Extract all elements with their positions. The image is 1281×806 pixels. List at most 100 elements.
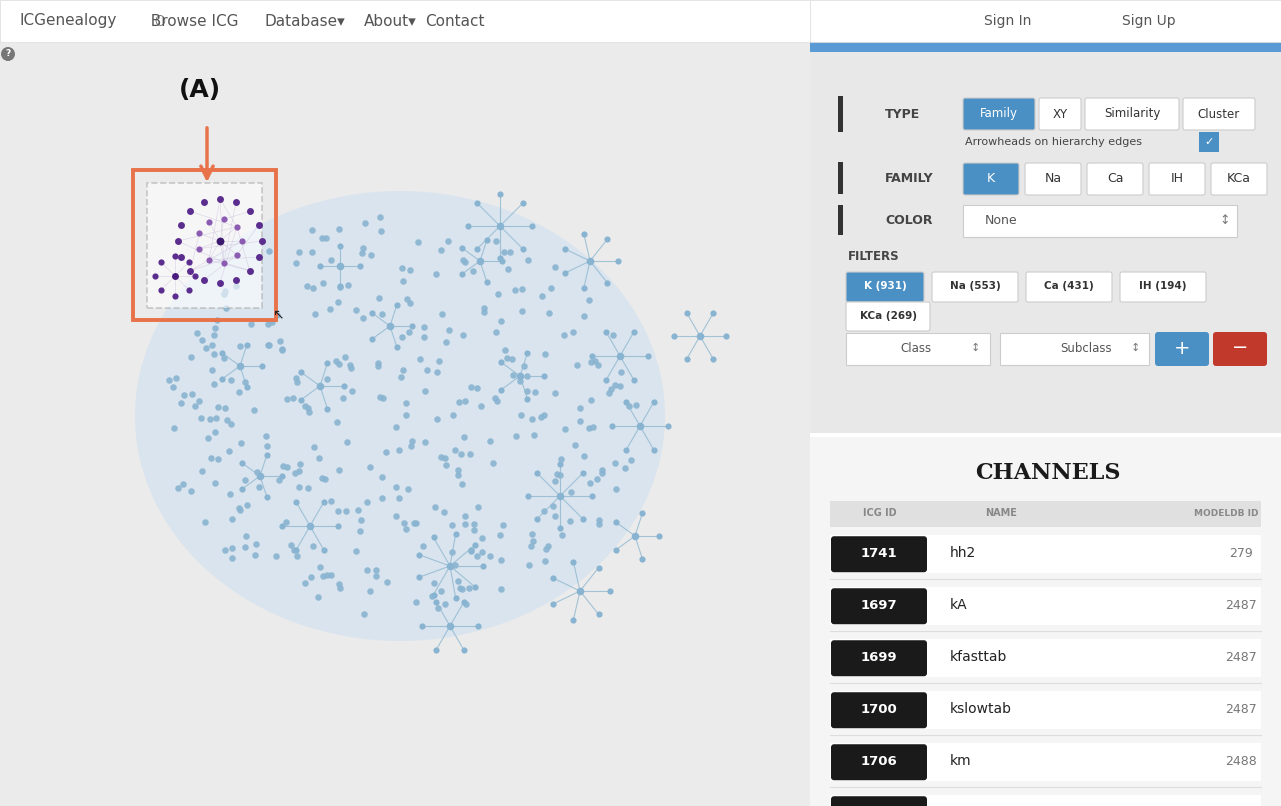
Text: kA: kA <box>951 598 967 613</box>
Point <box>272 343 292 356</box>
Point <box>351 247 371 260</box>
Point <box>602 420 623 433</box>
Point <box>215 285 236 297</box>
Point <box>630 420 651 433</box>
Point <box>393 516 414 529</box>
FancyBboxPatch shape <box>1026 272 1112 302</box>
Point <box>547 467 567 480</box>
Point <box>214 288 234 301</box>
Point <box>465 538 485 551</box>
Point <box>181 205 201 218</box>
Text: kfasttab: kfasttab <box>951 650 1007 664</box>
Text: TYPE: TYPE <box>885 107 920 121</box>
Point <box>512 283 533 296</box>
Point <box>232 457 252 470</box>
Point <box>624 326 644 339</box>
Point <box>518 347 538 359</box>
Point <box>234 375 255 388</box>
Point <box>313 276 333 289</box>
Text: FAMILY: FAMILY <box>885 172 934 185</box>
Point <box>664 330 684 343</box>
Point <box>250 470 270 483</box>
Point <box>606 516 626 529</box>
Point <box>468 549 488 562</box>
Bar <box>830 501 1261 527</box>
Point <box>220 488 241 501</box>
Point <box>588 561 608 574</box>
Point <box>483 456 503 469</box>
Point <box>211 372 232 385</box>
Point <box>286 372 306 384</box>
Bar <box>133 170 275 320</box>
Point <box>461 380 482 393</box>
Point <box>525 385 546 398</box>
Point <box>498 262 519 275</box>
Point <box>339 359 360 372</box>
Point <box>493 246 514 259</box>
Point <box>570 401 591 414</box>
Text: None: None <box>985 214 1017 226</box>
Point <box>412 540 433 553</box>
Point <box>397 292 418 305</box>
Point <box>552 529 573 542</box>
Point <box>485 235 506 247</box>
Point <box>269 473 290 486</box>
Text: ↕: ↕ <box>1220 214 1230 226</box>
Point <box>414 330 434 343</box>
Point <box>290 480 310 493</box>
Point <box>255 430 275 442</box>
Point <box>453 596 474 609</box>
Point <box>222 418 242 430</box>
Point <box>350 525 370 538</box>
FancyBboxPatch shape <box>1199 132 1220 152</box>
Point <box>360 584 380 597</box>
Point <box>443 409 464 422</box>
Text: FILTERS: FILTERS <box>848 250 899 263</box>
Point <box>291 365 311 378</box>
Text: MODELDB ID: MODELDB ID <box>1194 509 1258 517</box>
Point <box>565 439 585 452</box>
Point <box>434 451 455 464</box>
Point <box>252 359 273 372</box>
Point <box>356 496 377 509</box>
Point <box>512 304 533 317</box>
Point <box>453 431 474 444</box>
Point <box>523 534 543 547</box>
Point <box>638 350 658 363</box>
Point <box>316 372 337 385</box>
Point <box>334 380 355 393</box>
Point <box>199 431 219 444</box>
Point <box>222 542 242 555</box>
Point <box>336 351 356 364</box>
Point <box>432 308 452 321</box>
Point <box>544 387 565 400</box>
Point <box>193 196 214 209</box>
Point <box>145 269 165 282</box>
Point <box>196 342 216 355</box>
Point <box>550 469 570 482</box>
Point <box>457 219 478 232</box>
Point <box>574 227 594 240</box>
Point <box>328 295 348 308</box>
Point <box>165 289 186 302</box>
FancyBboxPatch shape <box>1155 332 1209 366</box>
Text: 1699: 1699 <box>861 650 897 663</box>
Point <box>290 246 310 259</box>
Point <box>164 421 184 434</box>
Point <box>305 308 325 321</box>
Text: Class: Class <box>901 342 931 355</box>
Point <box>301 571 322 584</box>
Point <box>400 264 420 276</box>
Point <box>570 584 591 597</box>
Point <box>371 470 392 483</box>
Point <box>566 359 587 372</box>
Point <box>543 597 564 610</box>
Point <box>491 554 511 567</box>
Point <box>580 476 601 489</box>
Point <box>544 260 565 273</box>
Point <box>489 529 510 542</box>
Point <box>329 239 350 252</box>
Point <box>270 334 291 347</box>
Point <box>369 391 389 404</box>
Point <box>252 235 273 247</box>
